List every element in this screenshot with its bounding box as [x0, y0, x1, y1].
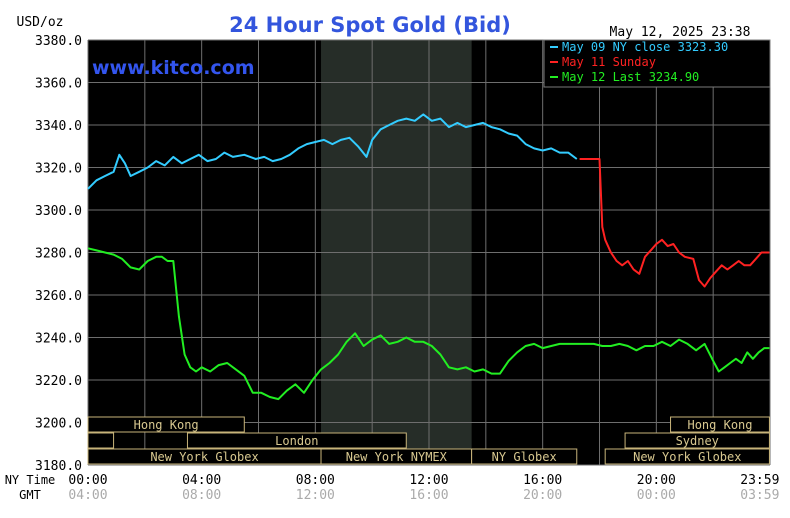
legend-entry: May 09 NY close 3323.30 [562, 40, 728, 54]
unit-label: USD/oz [17, 15, 64, 30]
series-line-2 [87, 247, 770, 401]
y-tick-label: 3260.0 [35, 289, 82, 304]
watermark: www.kitco.com [92, 57, 255, 79]
series-line-1 [579, 158, 770, 288]
x-tick-label-ny: 04:00 [182, 473, 221, 488]
x-tick-label-gmt: 12:00 [296, 488, 335, 503]
x-tick-label-ny: 16:00 [523, 473, 562, 488]
y-tick-label: 3200.0 [35, 417, 82, 432]
legend-entry: May 11 Sunday [562, 55, 656, 69]
y-tick-label: 3360.0 [35, 77, 82, 92]
grid-lines [87, 39, 771, 466]
session-box [604, 448, 770, 465]
session-box [471, 448, 578, 465]
x-tick-label-gmt: 00:00 [637, 488, 676, 503]
session-label: Sydney [676, 434, 719, 448]
gmt-axis-label: GMT [19, 488, 41, 502]
x-tick-label-gmt: 04:00 [68, 488, 107, 503]
series-line-0 [87, 113, 578, 190]
x-tick-label-gmt: 08:00 [182, 488, 221, 503]
legend-box [543, 39, 771, 88]
x-tick-label-ny: 12:00 [409, 473, 448, 488]
session-label: NY Globex [492, 450, 557, 464]
session-label: New York NYMEX [346, 450, 448, 464]
x-tick-label-ny: 00:00 [68, 473, 107, 488]
x-tick-label-ny: 20:00 [637, 473, 676, 488]
session-box [87, 416, 245, 433]
x-axis-ticks: NY TimeGMT00:0004:0004:0008:0008:0012:00… [5, 473, 780, 503]
x-tick-label-gmt: 20:00 [523, 488, 562, 503]
x-tick-label-gmt: 16:00 [409, 488, 448, 503]
x-tick-label-ny: 08:00 [296, 473, 335, 488]
y-tick-label: 3180.0 [35, 459, 82, 474]
y-tick-label: 3240.0 [35, 332, 82, 347]
y-tick-label: 3320.0 [35, 162, 82, 177]
session-box [87, 432, 115, 449]
ny-time-axis-label: NY Time [5, 473, 56, 487]
market-sessions: Hong Kong Hong Kong London Sydney New York G… [87, 416, 770, 465]
chart-title: 24 Hour Spot Gold (Bid) [229, 13, 511, 37]
y-tick-label: 3280.0 [35, 247, 82, 262]
y-tick-label: 3380.0 [35, 34, 82, 49]
y-tick-label: 3300.0 [35, 204, 82, 219]
session-label: New York Globex [633, 450, 741, 464]
legend-entry: May 12 Last 3234.90 [562, 70, 699, 84]
session-label: London [275, 434, 318, 448]
x-tick-label-ny: 23:59 [740, 473, 779, 488]
y-tick-label: 3220.0 [35, 374, 82, 389]
session-box [186, 432, 407, 449]
session-label: New York Globex [150, 450, 258, 464]
session-box [624, 432, 770, 449]
chart-timestamp: May 12, 2025 23:38 [610, 25, 751, 40]
session-box [670, 416, 770, 433]
y-axis-ticks: 3380.0 3360.0 3340.0 3320.0 3300.0 3280.0 3260… [35, 34, 82, 474]
y-tick-label: 3340.0 [35, 119, 82, 134]
session-label: Hong Kong [687, 418, 752, 432]
price-series [87, 113, 770, 401]
x-tick-label-gmt: 03:59 [740, 488, 779, 503]
session-label: Hong Kong [134, 418, 199, 432]
